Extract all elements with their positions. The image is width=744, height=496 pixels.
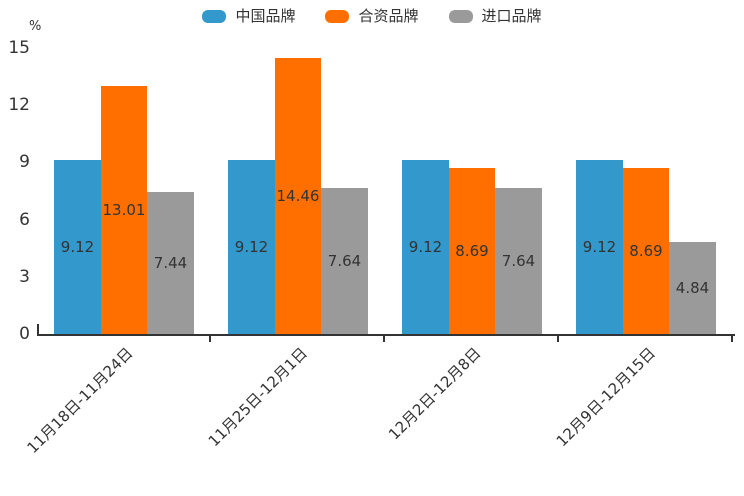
bar-value-label: 9.12 <box>234 238 269 257</box>
legend-marker-icon <box>202 9 227 23</box>
bar-进口品牌-2: 7.64 <box>321 188 368 334</box>
legend-item-label: 中国品牌 <box>235 7 296 25</box>
bar-中国品牌-1: 9.12 <box>54 160 101 334</box>
bar-中国品牌-3: 9.12 <box>402 160 449 334</box>
bar-进口品牌-3: 7.64 <box>495 188 542 334</box>
bar-value-label: 7.64 <box>327 252 362 271</box>
y-axis-unit-label: % <box>29 19 42 34</box>
legend-item-3[interactable]: 进口品牌 <box>448 6 542 26</box>
bar-value-label: 14.46 <box>276 187 320 206</box>
bar-value-label: 9.12 <box>582 238 617 257</box>
x-category-label: 11月25日-12月1日 <box>204 344 311 451</box>
y-tick-label: 15 <box>8 38 30 58</box>
legend-item-label: 合资品牌 <box>358 7 419 25</box>
bar-value-label: 8.69 <box>455 242 489 261</box>
plot-area: 9.12 13.01 7.44 9.12 14.46 7.64 9.12 8.69 7.64 9.… <box>37 48 733 334</box>
legend-item-2[interactable]: 合资品牌 <box>325 6 419 26</box>
axis-tick <box>383 336 385 342</box>
bar-合资品牌-2: 14.46 <box>274 58 322 334</box>
legend-marker-icon <box>448 9 473 23</box>
bar-value-label: 4.84 <box>675 278 710 297</box>
y-tick-label: 6 <box>19 209 30 230</box>
legend-marker-icon <box>325 9 350 23</box>
y-tick-label: 9 <box>19 152 30 173</box>
bar-value-label: 9.12 <box>408 238 443 257</box>
bar-进口品牌-4: 4.84 <box>669 241 716 334</box>
bar-进口品牌-1: 7.44 <box>147 192 194 334</box>
x-axis-line <box>37 334 735 336</box>
bar-value-label: 7.44 <box>153 254 188 273</box>
y-tick-label: 3 <box>19 266 30 287</box>
axis-tick <box>209 336 211 342</box>
bar-合资品牌-3: 8.69 <box>448 168 496 334</box>
legend: 中国品牌 合资品牌 进口品牌 <box>0 6 744 26</box>
y-tick-label: 0 <box>19 324 30 344</box>
bar-中国品牌-4: 9.12 <box>576 160 623 334</box>
bar-合资品牌-1: 13.01 <box>100 85 148 334</box>
bar-value-label: 8.69 <box>629 242 663 261</box>
x-category-label: 12月2日-12月8日 <box>385 344 485 444</box>
bar-中国品牌-2: 9.12 <box>228 160 275 334</box>
x-category-label: 12月9日-12月15日 <box>552 344 659 451</box>
y-tick-label: 12 <box>8 95 30 116</box>
bar-value-label: 9.12 <box>60 238 95 257</box>
bar-合资品牌-4: 8.69 <box>622 168 670 334</box>
axis-tick <box>557 336 559 342</box>
bar-value-label: 13.01 <box>102 200 146 219</box>
bar-value-label: 7.64 <box>501 252 536 271</box>
legend-item-1[interactable]: 中国品牌 <box>202 6 295 26</box>
axis-tick <box>731 336 733 342</box>
axis-tick <box>37 324 39 334</box>
legend-item-label: 进口品牌 <box>481 7 542 25</box>
x-category-label: 11月18日-11月24日 <box>23 344 137 457</box>
